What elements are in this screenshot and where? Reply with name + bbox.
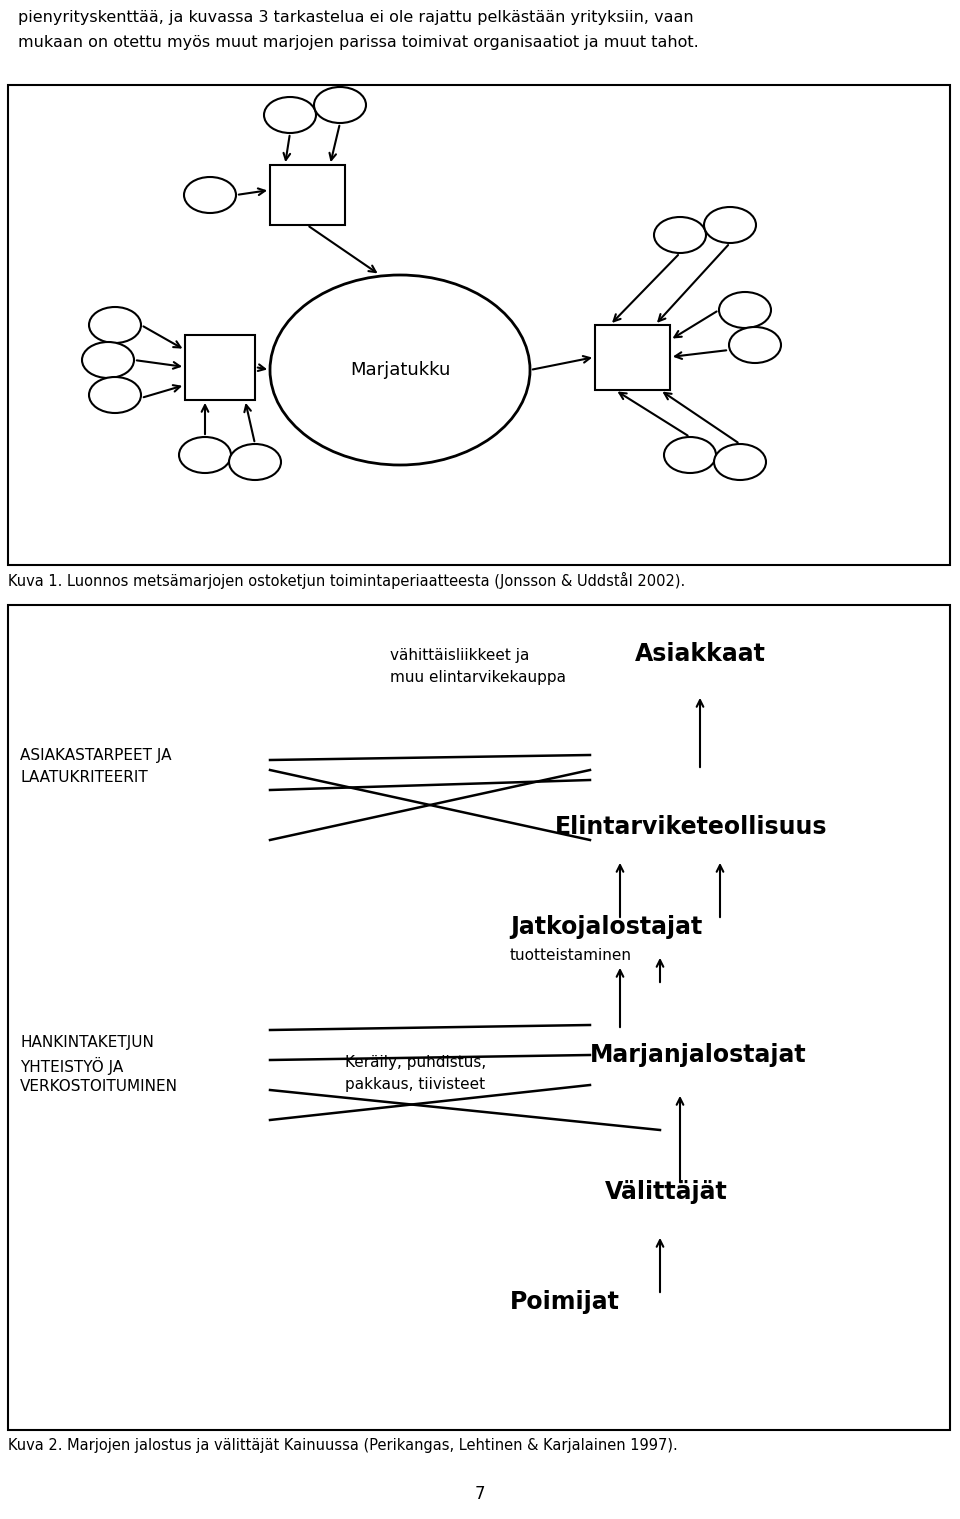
Bar [185, 336, 255, 399]
Ellipse shape [89, 307, 141, 343]
Text: Poimijat: Poimijat [510, 1290, 620, 1314]
Text: pakkaus, tiivisteet: pakkaus, tiivisteet [345, 1077, 485, 1092]
Text: Elintarviketeollisuus: Elintarviketeollisuus [555, 816, 828, 838]
Text: Jatkojalostajat: Jatkojalostajat [510, 914, 703, 939]
Text: YHTEISTYÖ JA: YHTEISTYÖ JA [20, 1057, 123, 1075]
Text: 7: 7 [475, 1486, 485, 1502]
Ellipse shape [314, 87, 366, 123]
Text: tuotteistaminen: tuotteistaminen [510, 948, 632, 963]
Ellipse shape [729, 327, 781, 363]
Text: VERKOSTOITUMINEN: VERKOSTOITUMINEN [20, 1078, 178, 1094]
Text: Marjanjalostajat: Marjanjalostajat [590, 1044, 806, 1066]
Bar [8, 605, 950, 1429]
Text: mukaan on otettu myös muut marjojen parissa toimivat organisaatiot ja muut tahot: mukaan on otettu myös muut marjojen pari… [18, 35, 699, 50]
Ellipse shape [184, 178, 236, 213]
Text: HANKINTAKETJUN: HANKINTAKETJUN [20, 1034, 154, 1050]
Ellipse shape [719, 292, 771, 328]
Ellipse shape [82, 342, 134, 378]
Ellipse shape [270, 275, 530, 465]
Bar [595, 325, 670, 390]
Text: LAATUKRITEERIT: LAATUKRITEERIT [20, 770, 148, 785]
Text: Kuva 2. Marjojen jalostus ja välittäjät Kainuussa (Perikangas, Lehtinen & Karjal: Kuva 2. Marjojen jalostus ja välittäjät … [8, 1438, 678, 1454]
Ellipse shape [89, 377, 141, 413]
Text: muu elintarvikekauppa: muu elintarvikekauppa [390, 670, 566, 685]
Text: pienyrityskenttää, ja kuvassa 3 tarkastelua ei ole rajattu pelkästään yrityksiin: pienyrityskenttää, ja kuvassa 3 tarkaste… [18, 11, 694, 24]
Text: Kuva 1. Luonnos metsämarjojen ostoketjun toimintaperiaatteesta (Jonsson & Uddstå: Kuva 1. Luonnos metsämarjojen ostoketjun… [8, 573, 685, 589]
Text: Välittäjät: Välittäjät [605, 1180, 728, 1205]
Bar [8, 85, 950, 565]
Text: vähittäisliikkeet ja: vähittäisliikkeet ja [390, 649, 529, 662]
Text: Marjatukku: Marjatukku [349, 362, 450, 380]
Ellipse shape [264, 97, 316, 134]
Text: Keräily, puhdistus,: Keräily, puhdistus, [345, 1056, 487, 1069]
Text: ASIAKASTARPEET JA: ASIAKASTARPEET JA [20, 747, 172, 763]
Bar [270, 166, 345, 225]
Ellipse shape [664, 437, 716, 472]
Ellipse shape [179, 437, 231, 472]
Ellipse shape [704, 207, 756, 243]
Ellipse shape [654, 217, 706, 254]
Ellipse shape [229, 444, 281, 480]
Text: Asiakkaat: Asiakkaat [635, 643, 766, 665]
Ellipse shape [714, 444, 766, 480]
